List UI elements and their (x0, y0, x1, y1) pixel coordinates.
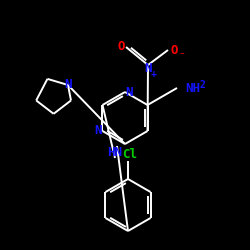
Text: O: O (117, 40, 125, 54)
Text: NH: NH (185, 82, 200, 94)
Text: N: N (144, 62, 152, 74)
Text: +: + (151, 69, 157, 79)
Text: O: O (170, 44, 178, 57)
Text: Cl: Cl (122, 148, 138, 160)
Text: N: N (125, 86, 133, 98)
Text: ⁻: ⁻ (178, 51, 186, 61)
Text: 2: 2 (199, 80, 205, 90)
Text: N: N (64, 78, 72, 92)
Text: N: N (95, 124, 102, 138)
Text: HN: HN (108, 146, 122, 160)
